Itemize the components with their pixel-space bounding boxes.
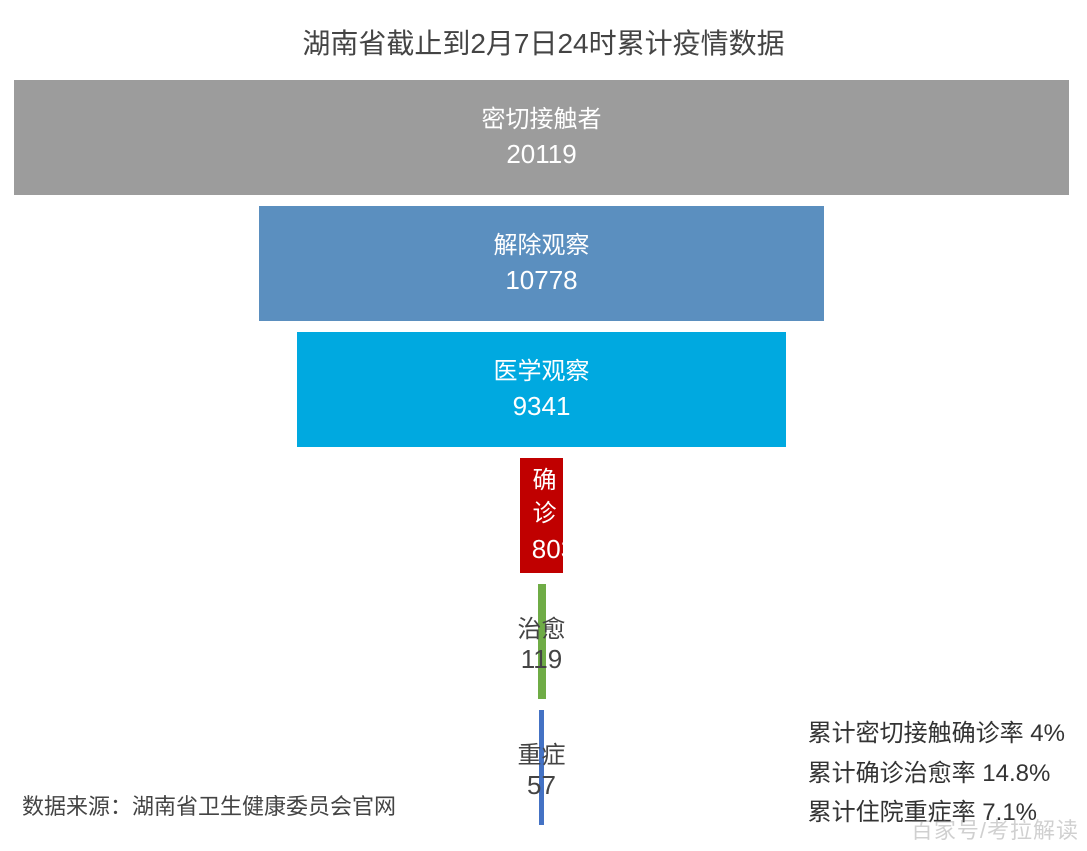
summary-stat-line: 累计确诊治愈率 14.8% xyxy=(808,754,1065,794)
funnel-bar-value: 20119 xyxy=(506,136,576,172)
summary-stat-line: 累计密切接触确诊率 4% xyxy=(808,714,1065,754)
funnel-bar-label: 医学观察 xyxy=(493,355,589,389)
funnel-bar: 解除观察10778 xyxy=(259,206,824,321)
funnel-bar-label: 密切接触者 xyxy=(482,103,602,137)
funnel-bar-value: 803 xyxy=(532,531,575,567)
funnel-bar: 确诊803 xyxy=(520,458,562,573)
funnel-bar: 密切接触者20119 xyxy=(14,80,1069,195)
funnel-bar xyxy=(538,584,546,699)
funnel-bar-value: 9341 xyxy=(513,388,571,424)
watermark-text: 百家号/考拉解读 xyxy=(911,813,1079,845)
chart-title: 湖南省截止到2月7日24时累计疫情数据 xyxy=(0,0,1087,80)
funnel-bar-label: 确诊 xyxy=(532,464,574,531)
funnel-bar: 医学观察9341 xyxy=(297,332,787,447)
data-source-label: 数据来源：湖南省卫生健康委员会官网 xyxy=(22,789,396,821)
funnel-bar xyxy=(539,710,544,825)
funnel-bar-value: 10778 xyxy=(505,262,577,298)
funnel-bar-label: 解除观察 xyxy=(493,229,589,263)
